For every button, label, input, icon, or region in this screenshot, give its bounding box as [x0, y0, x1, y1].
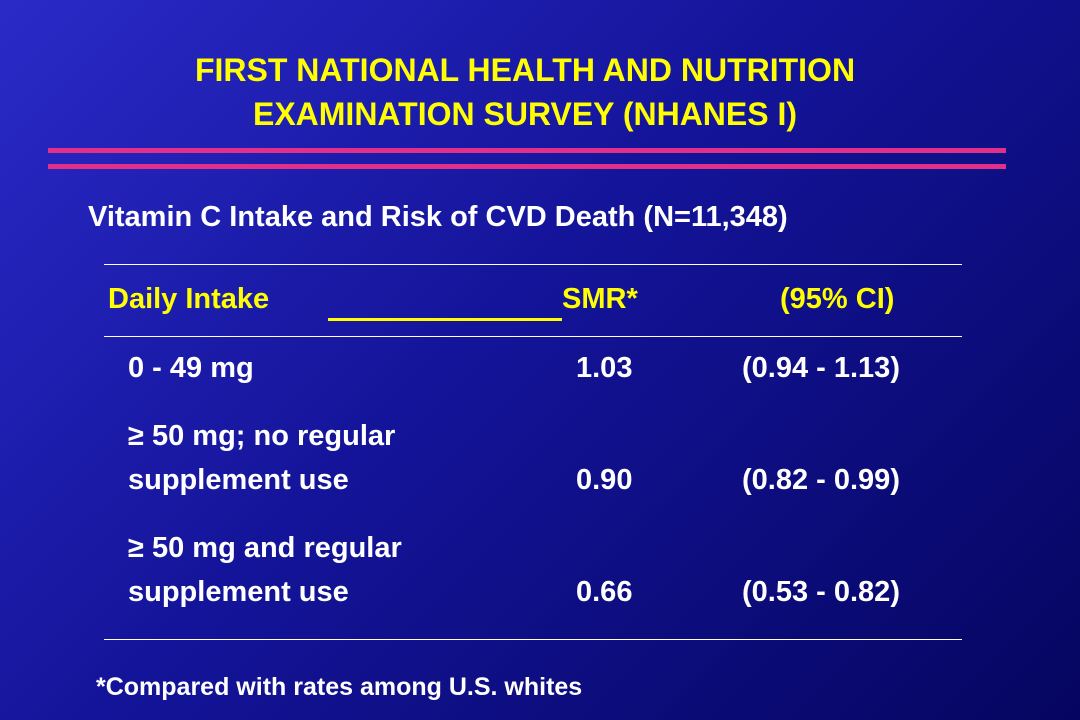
title-rule-bottom — [48, 164, 1006, 169]
title-line-2: EXAMINATION SURVEY (NHANES I) — [252, 96, 798, 132]
header-bottom-line — [104, 336, 962, 337]
table-top-line — [104, 264, 962, 265]
title-rule-top — [48, 148, 1006, 153]
table-bottom-line — [104, 639, 962, 640]
row-3-intake-line-1: ≥ 50 mg and regular — [128, 532, 402, 564]
header-underline — [328, 318, 562, 321]
row-1-ci: (0.94 - 1.13) — [742, 352, 900, 384]
slide-title: FIRST NATIONAL HEALTH AND NUTRITION EXAM… — [0, 48, 1050, 136]
row-3-smr: 0.66 — [576, 576, 633, 608]
row-1-smr: 1.03 — [576, 352, 633, 384]
row-3-intake-line-2: supplement use — [128, 576, 349, 608]
header-daily-intake: Daily Intake — [108, 283, 270, 315]
title-line-1: FIRST NATIONAL HEALTH AND NUTRITION — [194, 52, 856, 88]
header-smr: SMR* — [562, 283, 638, 315]
row-2-intake-line-2: supplement use — [128, 464, 349, 496]
footnote: *Compared with rates among U.S. whites — [96, 673, 583, 701]
header-ci: (95% CI) — [780, 283, 895, 315]
row-2-ci: (0.82 - 0.99) — [742, 464, 900, 496]
row-2-intake-line-1: ≥ 50 mg; no regular — [128, 420, 396, 452]
slide-subtitle: Vitamin C Intake and Risk of CVD Death (… — [88, 201, 788, 233]
row-2-smr: 0.90 — [576, 464, 633, 496]
row-3-ci: (0.53 - 0.82) — [742, 576, 900, 608]
row-1-intake: 0 - 49 mg — [128, 352, 254, 384]
